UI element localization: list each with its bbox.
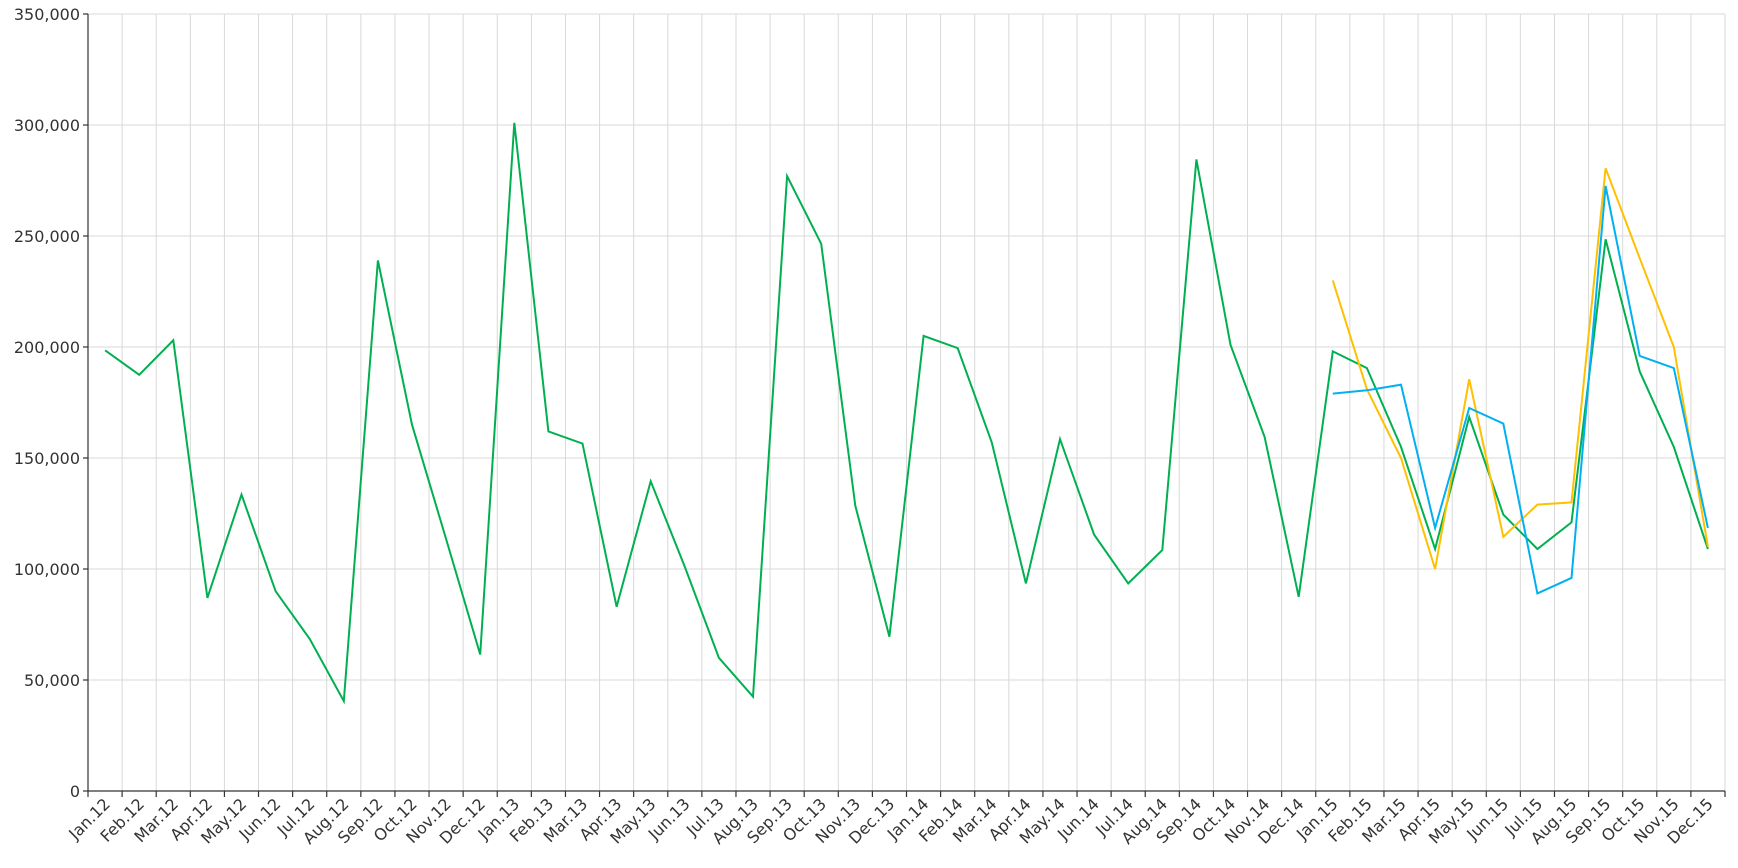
gridlines: [88, 13, 1726, 791]
y-tick-label: 150,000: [14, 449, 80, 468]
x-tick-labels: Jan.12Feb.12Mar.12Apr.12May.12Jun.12Jul.…: [64, 794, 1716, 848]
y-tick-label: 0: [70, 782, 80, 801]
y-tick-label: 200,000: [14, 338, 80, 357]
y-tick-labels: 0 50,000 100,000 150,000 200,000 250,000 300,0…: [14, 5, 80, 801]
y-tick-label: 100,000: [14, 560, 80, 579]
series-lines: [104, 122, 1709, 705]
series-line-1: [104, 122, 1709, 705]
y-tick-label: 50,000: [24, 671, 80, 690]
y-tick-label: 250,000: [14, 227, 80, 246]
y-tick-label: 300,000: [14, 116, 80, 135]
series-line-2: [1331, 167, 1709, 570]
series-line-3: [1332, 185, 1709, 595]
y-tick-label: 350,000: [14, 5, 80, 24]
axes: [83, 13, 1726, 797]
